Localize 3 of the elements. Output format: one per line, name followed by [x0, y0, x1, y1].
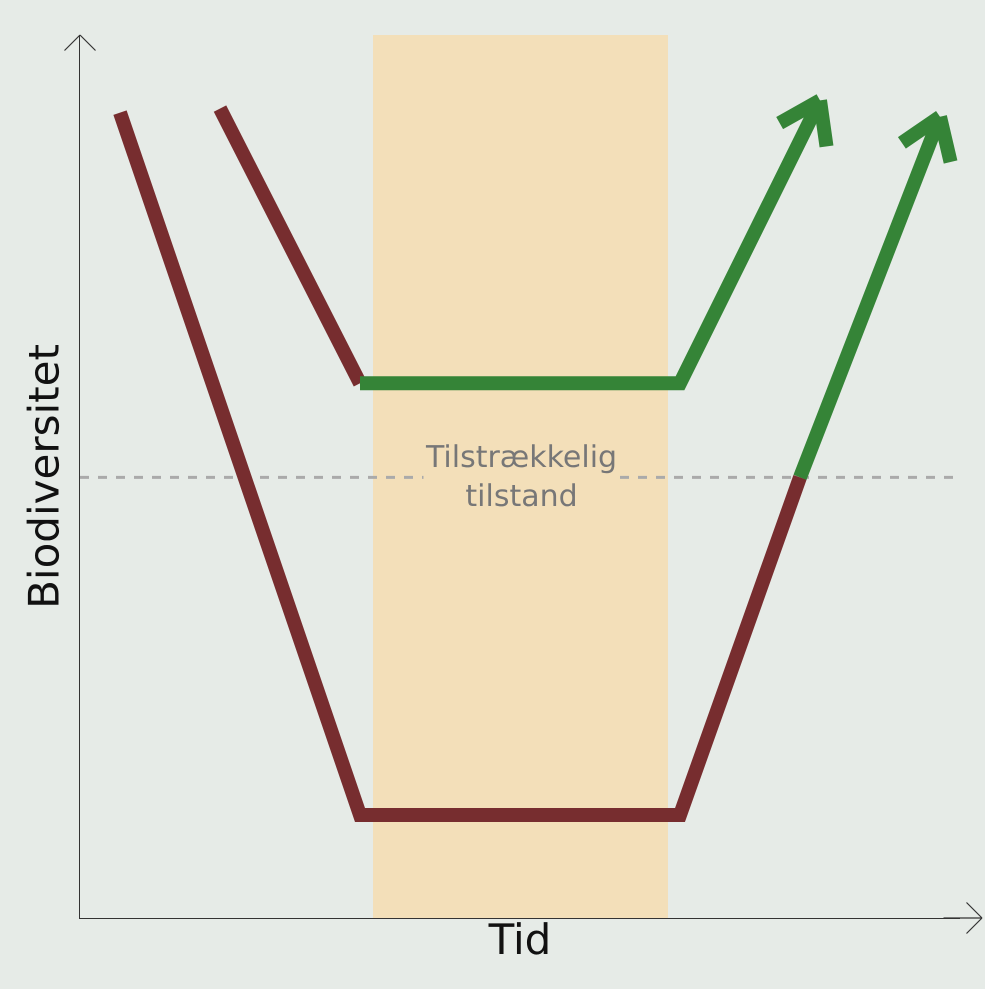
ref-line-label: Tilstrækkelig tilstand	[425, 440, 618, 514]
y-axis-title: Biodiversitet	[20, 344, 69, 609]
x-axis-title: Tid	[488, 915, 552, 964]
